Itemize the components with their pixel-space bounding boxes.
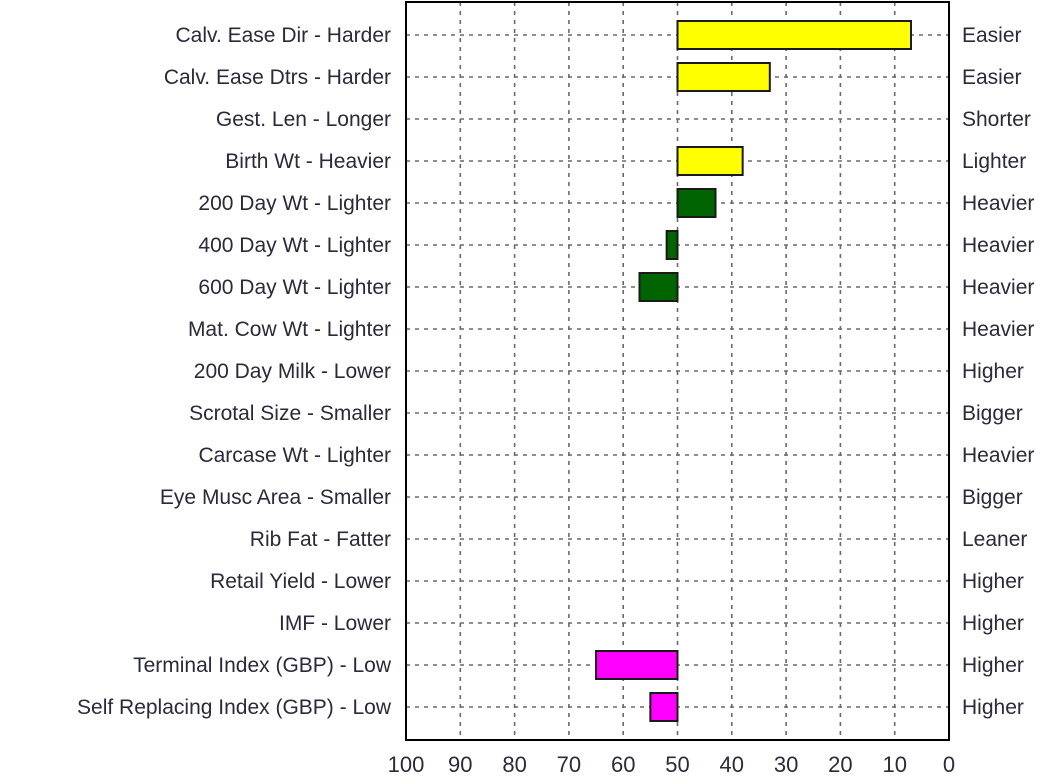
trait-label-left: Terminal Index (GBP) - Low (133, 654, 392, 677)
x-tick-label: 100 (388, 752, 425, 777)
trait-label-left: 200 Day Milk - Lower (194, 360, 391, 383)
trait-label-left: Calv. Ease Dir - Harder (176, 24, 392, 47)
x-tick-label: 60 (611, 752, 635, 777)
trait-label-left: 200 Day Wt - Lighter (198, 192, 391, 215)
trait-label-left: Eye Musc Area - Smaller (160, 486, 391, 509)
trait-label-right: Easier (962, 66, 1022, 89)
x-tick-label: 20 (828, 752, 852, 777)
x-tick-label: 90 (448, 752, 472, 777)
trait-label-right: Heavier (962, 276, 1034, 299)
trait-label-left: IMF - Lower (279, 612, 391, 635)
trait-label-right: Easier (962, 24, 1022, 47)
trait-label-left: Self Replacing Index (GBP) - Low (77, 696, 392, 719)
trait-bar (676, 62, 771, 92)
trait-label-left: Calv. Ease Dtrs - Harder (164, 66, 391, 89)
right-labels: Easier Easier Shorter Lighter Heavier Heavier… (962, 24, 1034, 719)
trait-label-left: Rib Fat - Fatter (250, 528, 391, 551)
plot-frame (405, 1, 950, 741)
trait-label-right: Heavier (962, 234, 1034, 257)
bar-layer (595, 20, 912, 722)
x-tick-label: 70 (557, 752, 581, 777)
trait-label-left: Retail Yield - Lower (210, 570, 391, 593)
trait-label-right: Leaner (962, 528, 1027, 551)
trait-label-left: Mat. Cow Wt - Lighter (188, 318, 391, 341)
x-axis-ticks: 100 90 80 70 60 50 40 30 20 10 0 (388, 752, 955, 777)
x-tick-label: 50 (665, 752, 689, 777)
trait-bar (595, 650, 679, 680)
trait-bar (676, 20, 912, 50)
trait-label-right: Bigger (962, 486, 1023, 509)
x-tick-label: 80 (502, 752, 526, 777)
x-tick-label: 30 (774, 752, 798, 777)
trait-bar (676, 146, 744, 176)
trait-label-right: Higher (962, 612, 1024, 635)
trait-bar (638, 272, 679, 302)
trait-label-left: Gest. Len - Longer (216, 108, 391, 131)
trait-label-right: Higher (962, 654, 1024, 677)
left-labels: Calv. Ease Dir - Harder Calv. Ease Dtrs -… (77, 24, 392, 719)
trait-label-right: Bigger (962, 402, 1023, 425)
trait-label-left: Birth Wt - Heavier (225, 150, 391, 173)
trait-label-left: Carcase Wt - Lighter (198, 444, 391, 467)
x-tick-label: 10 (882, 752, 906, 777)
trait-bar (665, 230, 679, 260)
x-tick-label: 40 (720, 752, 744, 777)
trait-label-right: Shorter (962, 108, 1031, 131)
trait-label-right: Heavier (962, 192, 1034, 215)
trait-label-left: Scrotal Size - Smaller (189, 402, 391, 425)
trait-label-right: Higher (962, 696, 1024, 719)
trait-label-right: Higher (962, 570, 1024, 593)
trait-label-right: Higher (962, 360, 1024, 383)
trait-label-right: Heavier (962, 318, 1034, 341)
trait-label-right: Heavier (962, 444, 1034, 467)
trait-label-right: Lighter (962, 150, 1026, 173)
trait-label-left: 400 Day Wt - Lighter (198, 234, 391, 257)
trait-bar (649, 692, 679, 722)
x-tick-label: 0 (943, 752, 955, 777)
grid-layer (406, 2, 949, 740)
trait-label-left: 600 Day Wt - Lighter (198, 276, 391, 299)
trait-bar (676, 188, 717, 218)
